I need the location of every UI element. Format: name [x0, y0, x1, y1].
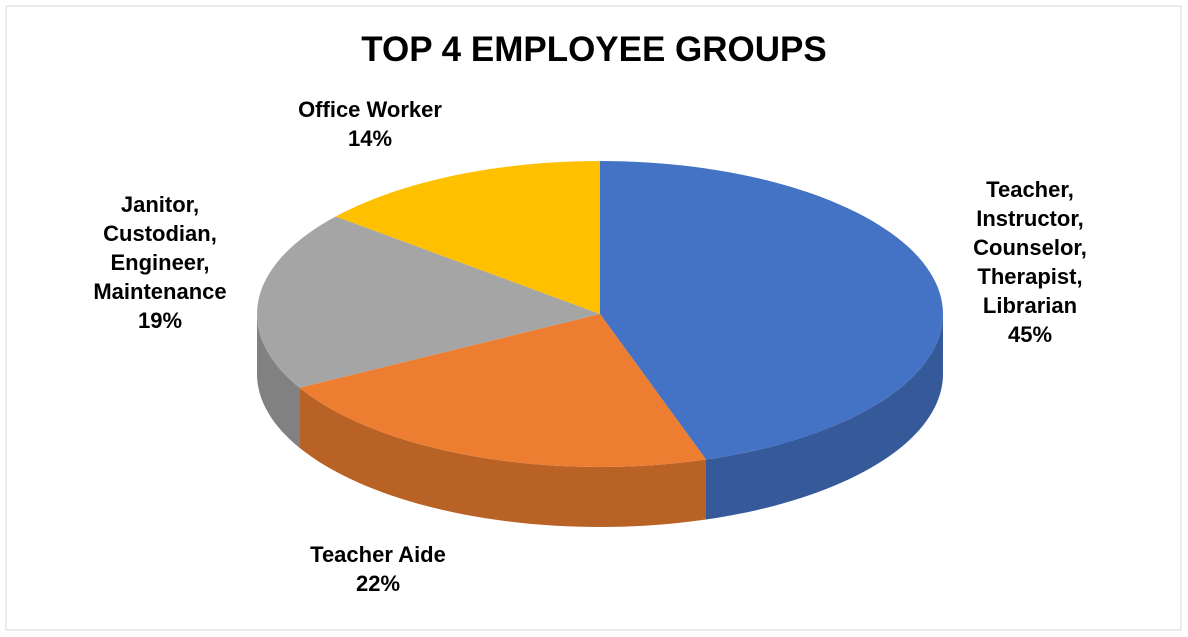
slice-side [299, 387, 706, 527]
pie [257, 161, 943, 527]
value-label: 14% [347, 126, 393, 151]
chart-title: TOP 4 EMPLOYEE GROUPS [361, 30, 827, 69]
value-label: 19% [137, 308, 183, 333]
category-label: Teacher, Instructor, Counselor, Therapis… [973, 177, 1087, 318]
data-label: Teacher, Instructor, Counselor, Therapis… [955, 175, 1105, 349]
slice [299, 314, 706, 467]
category-label: Office Worker [298, 97, 442, 122]
value-label: 45% [1007, 322, 1053, 347]
data-label: Office Worker 14% [270, 95, 470, 153]
category-label: Teacher Aide [310, 542, 446, 567]
value-label: 22% [355, 571, 401, 596]
slice [257, 216, 600, 388]
slice-side [705, 314, 943, 520]
data-label: Janitor, Custodian, Engineer, Maintenanc… [70, 190, 250, 335]
slice [600, 161, 943, 460]
slice-side [257, 314, 300, 448]
category-label: Janitor, Custodian, Engineer, Maintenanc… [93, 192, 227, 304]
data-label: Teacher Aide 22% [278, 540, 478, 598]
slice [335, 161, 600, 314]
